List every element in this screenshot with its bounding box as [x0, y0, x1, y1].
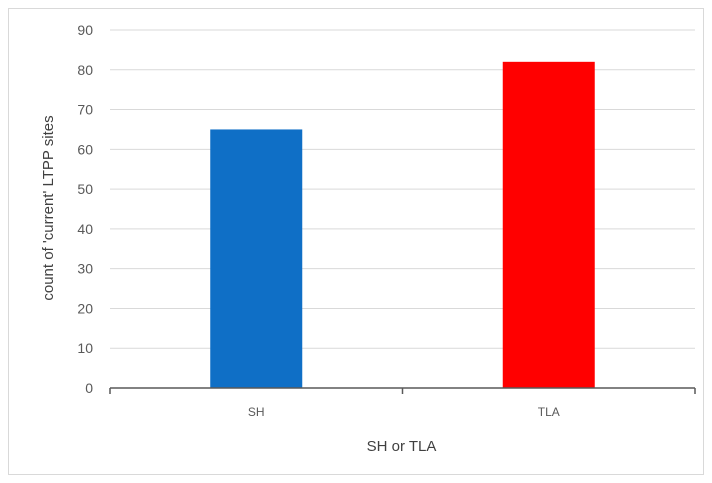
bar-tla: [502, 61, 595, 388]
y-tick-label: 60: [77, 141, 93, 157]
bars: [210, 61, 595, 388]
x-axis: [109, 387, 696, 394]
bar-sh: [210, 129, 303, 388]
y-tick-label: 80: [77, 62, 93, 78]
gridlines: [110, 29, 695, 349]
x-axis-category-labels: SH TLA: [248, 405, 560, 419]
x-category-label: SH: [248, 405, 265, 419]
y-tick-label: 0: [85, 380, 93, 396]
y-tick-label: 20: [77, 300, 93, 316]
y-tick-label: 30: [77, 261, 93, 277]
y-tick-label: 10: [77, 340, 93, 356]
x-category-label: TLA: [538, 405, 560, 419]
y-tick-label: 40: [77, 221, 93, 237]
y-tick-label: 70: [77, 102, 93, 118]
y-tick-label: 50: [77, 181, 93, 197]
y-axis-ticks: 0 10 20 30 40 50 60 70 80 90: [77, 22, 93, 396]
y-axis-title: count of 'current' LTPP sites: [40, 115, 57, 300]
y-tick-label: 90: [77, 22, 93, 38]
x-axis-title: SH or TLA: [367, 438, 437, 455]
